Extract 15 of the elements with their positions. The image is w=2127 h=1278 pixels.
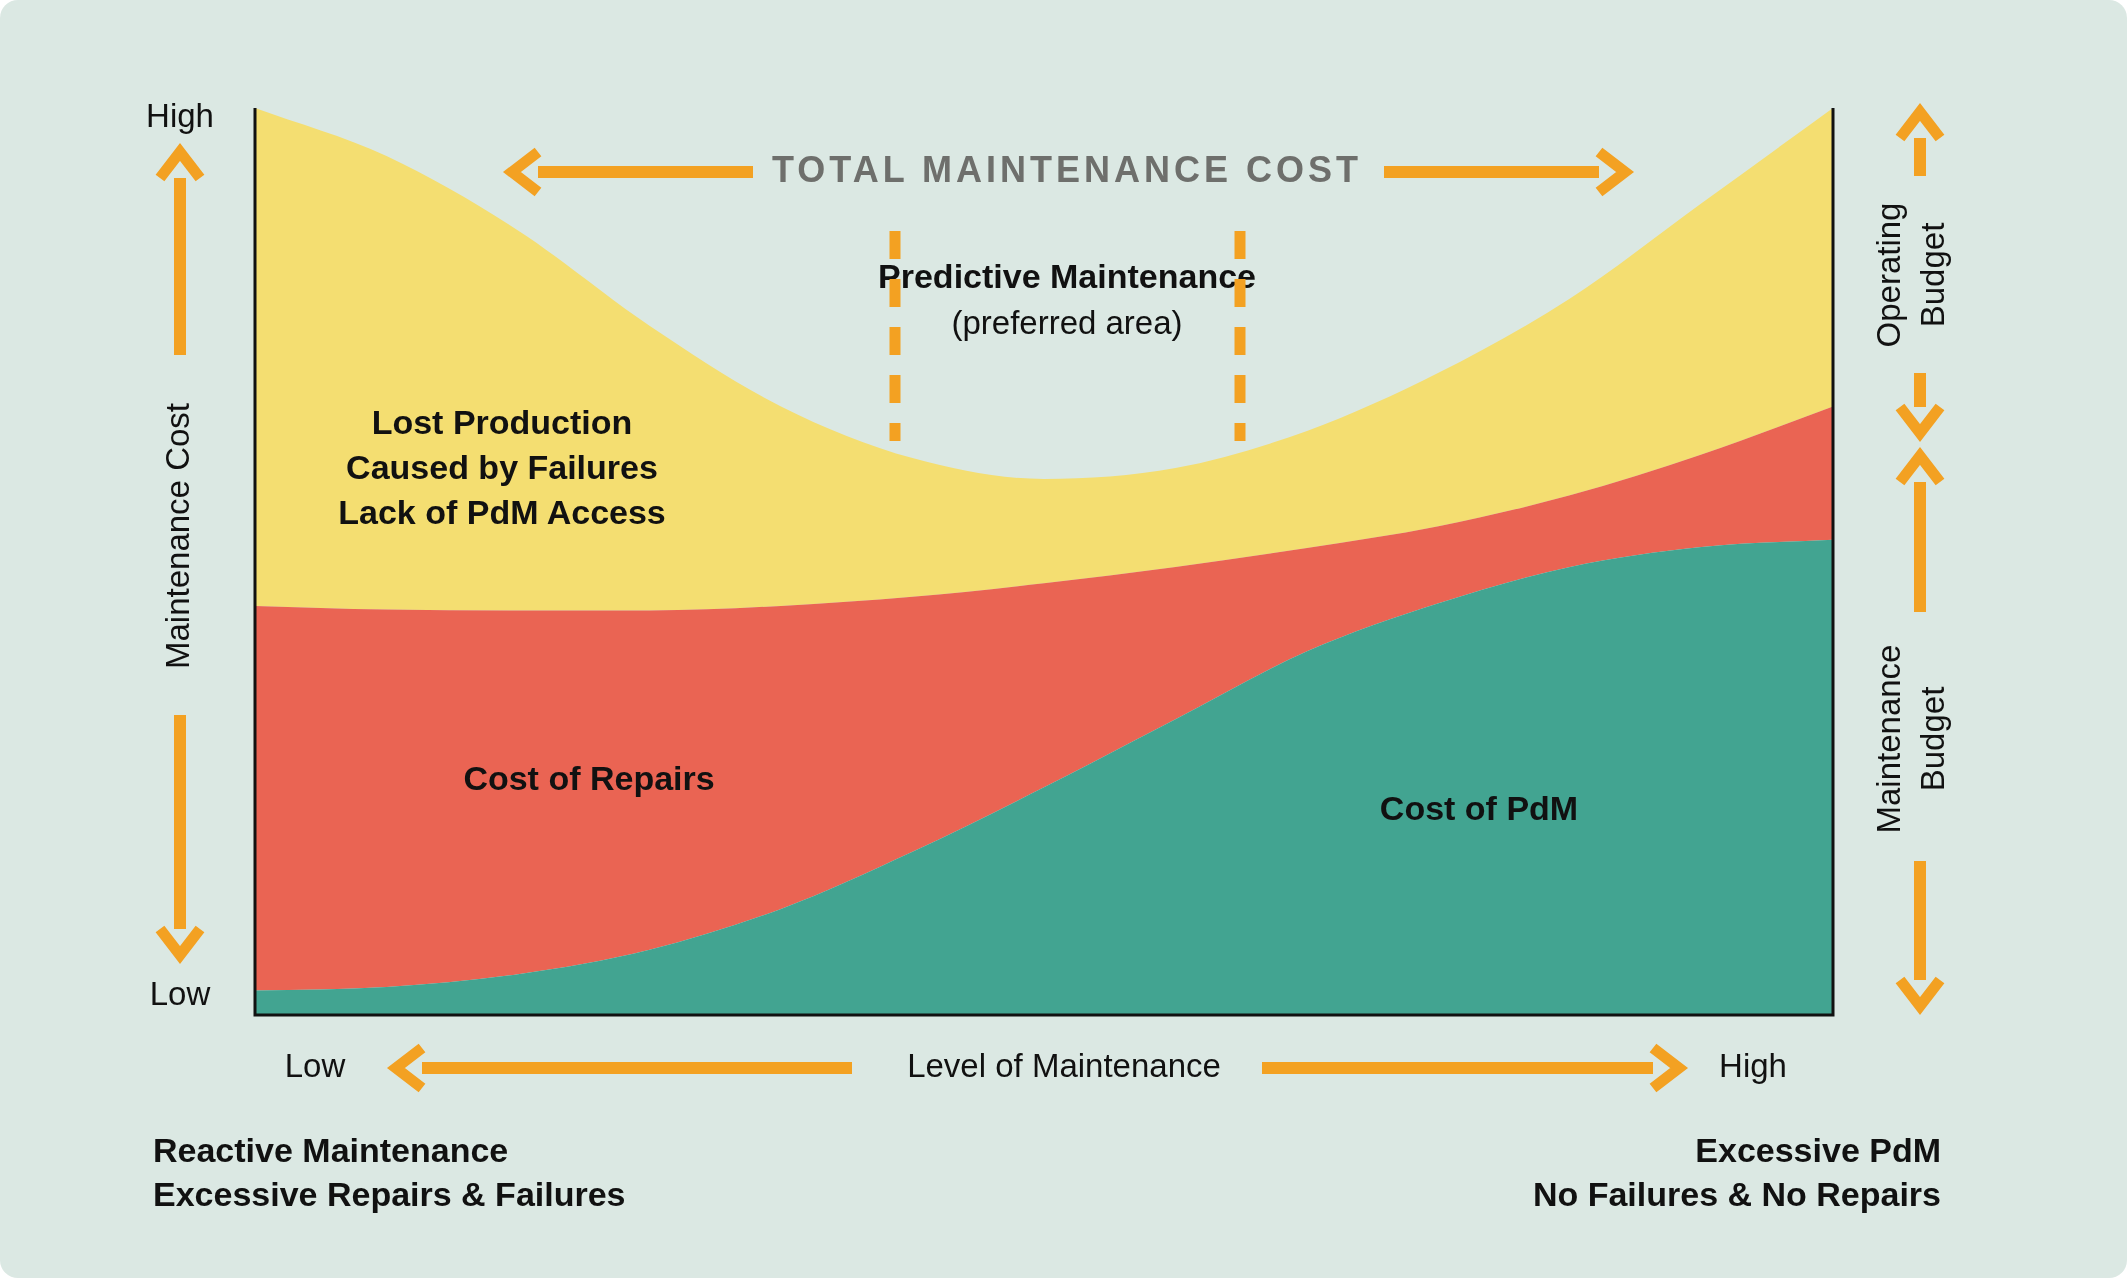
text: Reactive Maintenance Excessive Repairs & Failures — [153, 1131, 626, 1214]
x-axis-title: Level of Maintenance — [907, 1047, 1221, 1085]
text: High — [1719, 1047, 1787, 1085]
text: Operating Budget — [1870, 202, 1952, 348]
text: Maintenance Budget — [1870, 644, 1952, 834]
text: Excessive PdM No Failures & No Repairs — [1532, 1131, 1941, 1214]
text: High — [146, 97, 214, 135]
series-label: Cost of Repairs — [463, 759, 715, 798]
series-label: Cost of PdM — [1379, 789, 1579, 828]
annotation: Predictive Maintenance (preferred area) — [878, 257, 1256, 342]
series-label: Lost Production Caused by Failures Lack of PdM Access — [338, 403, 666, 532]
y-axis-title: Maintenance Cost — [159, 403, 197, 669]
text: Low — [284, 1047, 346, 1085]
text: Low — [149, 975, 211, 1013]
text: TOTAL MAINTENANCE COST — [772, 148, 1362, 190]
